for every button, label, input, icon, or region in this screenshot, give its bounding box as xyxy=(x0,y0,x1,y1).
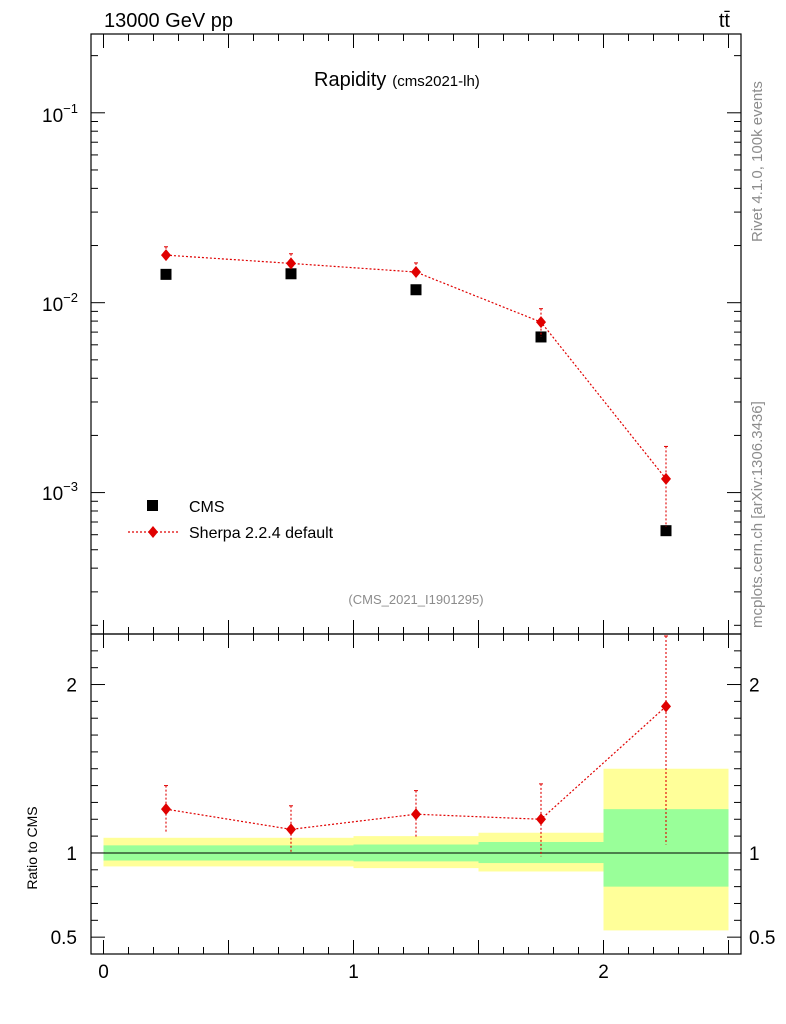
sherpa-data-point xyxy=(411,266,421,279)
x-tick-label: 0 xyxy=(98,962,109,983)
legend-label-cms: CMS xyxy=(189,499,225,516)
cms-data-point xyxy=(285,268,297,280)
cms-data-point xyxy=(160,268,172,280)
ratio-ytick-label-right: 0.5 xyxy=(749,928,775,949)
ratio-ytick-label-right: 2 xyxy=(749,676,760,697)
ratio-band-inner xyxy=(603,809,729,887)
chart-marks: 0 1 2 0.5 0.5 1 1 2 2 xyxy=(51,33,775,983)
ratio-sherpa-point xyxy=(411,808,421,821)
ratio-ylabel: Ratio to CMS xyxy=(24,806,40,889)
ytick-label-1e-1: 10−1 xyxy=(42,101,78,127)
process-label: tt̄ xyxy=(719,10,731,32)
legend-marker-cms xyxy=(147,500,158,511)
analysis-id-label: (CMS_2021_I1901295) xyxy=(348,592,483,607)
ratio-sherpa-point xyxy=(161,803,171,816)
sherpa-data-point xyxy=(661,472,671,485)
ratio-plot-frame xyxy=(90,633,742,955)
x-tick-label: 2 xyxy=(598,962,609,983)
main-plot-frame xyxy=(90,33,742,635)
ytick-label-1e-3: 10−3 xyxy=(42,479,78,505)
legend-label-sherpa: Sherpa 2.2.4 default xyxy=(189,525,334,542)
source-label: mcplots.cern.ch [arXiv:1306.3436] xyxy=(749,401,766,628)
rivet-version-label: Rivet 4.1.0, 100k events xyxy=(749,81,766,242)
ytick-label-1e-2: 10−2 xyxy=(42,290,78,316)
main-title: Rapidity (cms2021-lh) xyxy=(314,69,480,91)
ratio-sherpa-point xyxy=(536,813,546,826)
legend-marker-sherpa xyxy=(148,526,158,538)
ratio-ytick-label-left: 1 xyxy=(66,844,77,865)
sherpa-data-point xyxy=(286,257,296,270)
energy-label: 13000 GeV pp xyxy=(104,10,233,32)
cms-data-point xyxy=(660,525,672,537)
sherpa-line xyxy=(165,254,667,480)
ratio-sherpa-point xyxy=(286,823,296,836)
ratio-ytick-label-left: 2 xyxy=(66,676,77,697)
x-tick-label: 1 xyxy=(348,962,359,983)
sherpa-data-point xyxy=(536,316,546,329)
ratio-sherpa-point xyxy=(661,700,671,713)
ratio-ytick-label-right: 1 xyxy=(749,844,760,865)
cms-data-point xyxy=(410,284,422,296)
sherpa-data-point xyxy=(161,249,171,262)
ratio-ytick-label-left: 0.5 xyxy=(51,928,77,949)
